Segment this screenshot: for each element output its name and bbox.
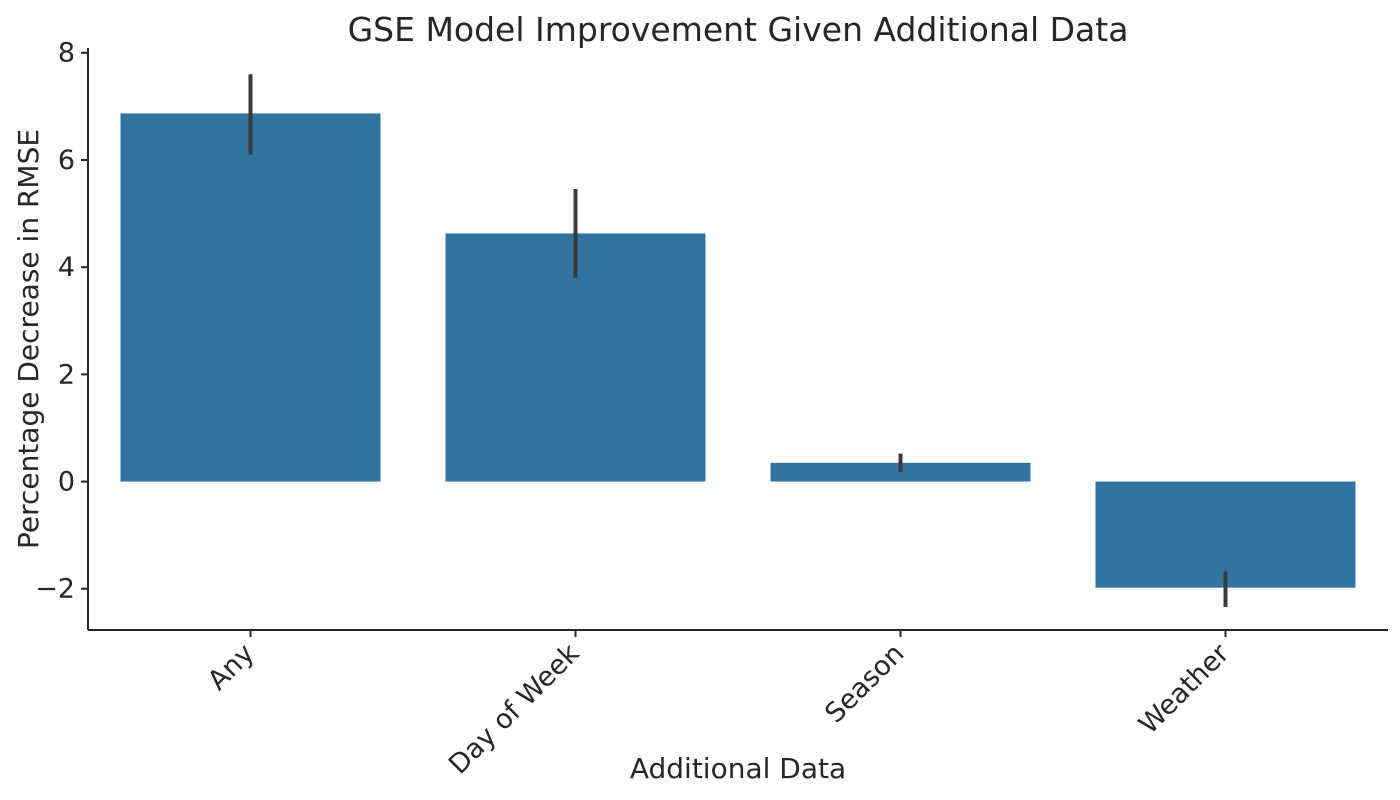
- x-tick-label-season: Season: [819, 638, 910, 729]
- y-tick-label: 0: [58, 466, 75, 497]
- y-tick-label: −2: [35, 574, 75, 605]
- y-tick-label: 8: [58, 38, 75, 69]
- bar-season: [770, 462, 1031, 482]
- x-tick-label-any: Any: [202, 638, 260, 696]
- x-axis-label: Additional Data: [630, 752, 846, 785]
- bar-any: [120, 113, 381, 482]
- y-axis-label: Percentage Decrease in RMSE: [12, 129, 45, 549]
- chart-title: GSE Model Improvement Given Additional D…: [348, 10, 1129, 49]
- y-tick-label: 2: [58, 359, 75, 390]
- plot-area: 8 6 4 2 0 −2 Any Day of Week Season Weather: [35, 38, 1388, 781]
- y-tick-label: 4: [58, 252, 75, 283]
- x-tick-label-day-of-week: Day of Week: [443, 638, 586, 781]
- bar-weather: [1095, 481, 1356, 588]
- y-tick-label: 6: [58, 145, 75, 176]
- x-tick-label-weather: Weather: [1133, 637, 1236, 740]
